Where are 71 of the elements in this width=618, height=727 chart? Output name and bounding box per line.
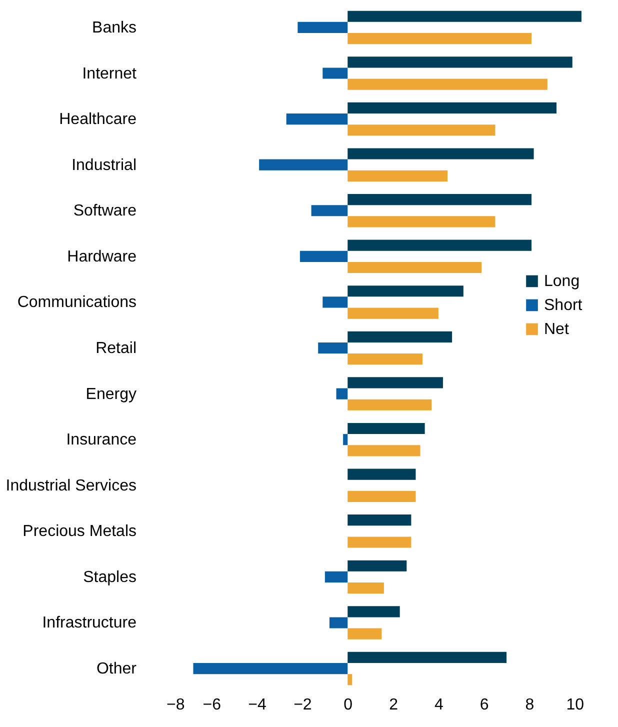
y-tick-label: Other [96, 660, 138, 678]
bar [286, 114, 348, 125]
x-tick-label: −8 [166, 696, 185, 714]
y-tick-label: Precious Metals [22, 523, 136, 540]
bar [348, 170, 448, 182]
bar [298, 22, 348, 33]
x-tick-label: 0 [344, 696, 353, 714]
x-tick-label: 2 [389, 696, 398, 714]
bar [193, 663, 348, 674]
x-tick-label: −4 [248, 696, 267, 714]
bar [348, 240, 532, 251]
bar [348, 514, 412, 526]
y-tick-label: Healthcare [59, 111, 137, 128]
y-tick-label: Software [73, 202, 137, 220]
bar [348, 124, 496, 136]
bar [322, 68, 348, 79]
bar [348, 399, 432, 410]
bar [348, 286, 464, 297]
bar [348, 10, 582, 22]
bar [348, 674, 352, 686]
x-tick-label: −2 [294, 696, 312, 714]
x-tick-label: 6 [480, 696, 489, 714]
bar [348, 445, 420, 456]
y-tick-label: Hardware [67, 248, 137, 266]
y-tick-label: Staples [83, 568, 136, 586]
bar [348, 422, 425, 434]
bar [348, 148, 534, 160]
bar [311, 205, 348, 216]
bar [348, 331, 452, 342]
bar [259, 159, 348, 170]
bar [300, 250, 348, 262]
bar [348, 560, 407, 572]
bar [348, 582, 384, 594]
bar [348, 262, 482, 274]
bar [348, 78, 548, 90]
y-tick-label: Infrastructure [42, 614, 137, 632]
y-tick-label: Industrial Services [6, 477, 136, 494]
y-tick-label: Internet [82, 65, 138, 82]
bar [348, 536, 412, 548]
bar [336, 388, 348, 400]
bar [348, 56, 572, 68]
bar [348, 606, 400, 618]
bar [324, 571, 348, 582]
bar [348, 308, 438, 319]
bar [348, 628, 382, 640]
bar [318, 342, 348, 354]
bar [322, 296, 348, 308]
bar [348, 468, 416, 480]
bar [348, 33, 532, 44]
x-tick-label: 8 [525, 696, 534, 714]
bar [348, 194, 532, 206]
legend-label: Long [544, 273, 580, 290]
bar [348, 216, 496, 228]
bar [343, 434, 348, 446]
legend-label: Short [544, 297, 583, 314]
y-tick-label: Retail [96, 340, 136, 357]
y-tick-label: Energy [86, 386, 136, 403]
y-tick-label: Communications [17, 294, 136, 312]
bar [329, 617, 348, 628]
y-tick-label: Banks [92, 19, 136, 36]
x-tick-label: 4 [434, 696, 444, 714]
x-tick-label: 10 [566, 696, 584, 714]
bar [348, 652, 507, 663]
bar [348, 102, 556, 114]
bar [348, 490, 416, 502]
bar [348, 354, 423, 365]
bar [348, 377, 443, 388]
y-tick-label: Insurance [66, 432, 137, 449]
x-tick-label: −6 [202, 696, 222, 714]
y-tick-label: Industrial [72, 156, 136, 174]
legend-label: Net [544, 321, 570, 338]
